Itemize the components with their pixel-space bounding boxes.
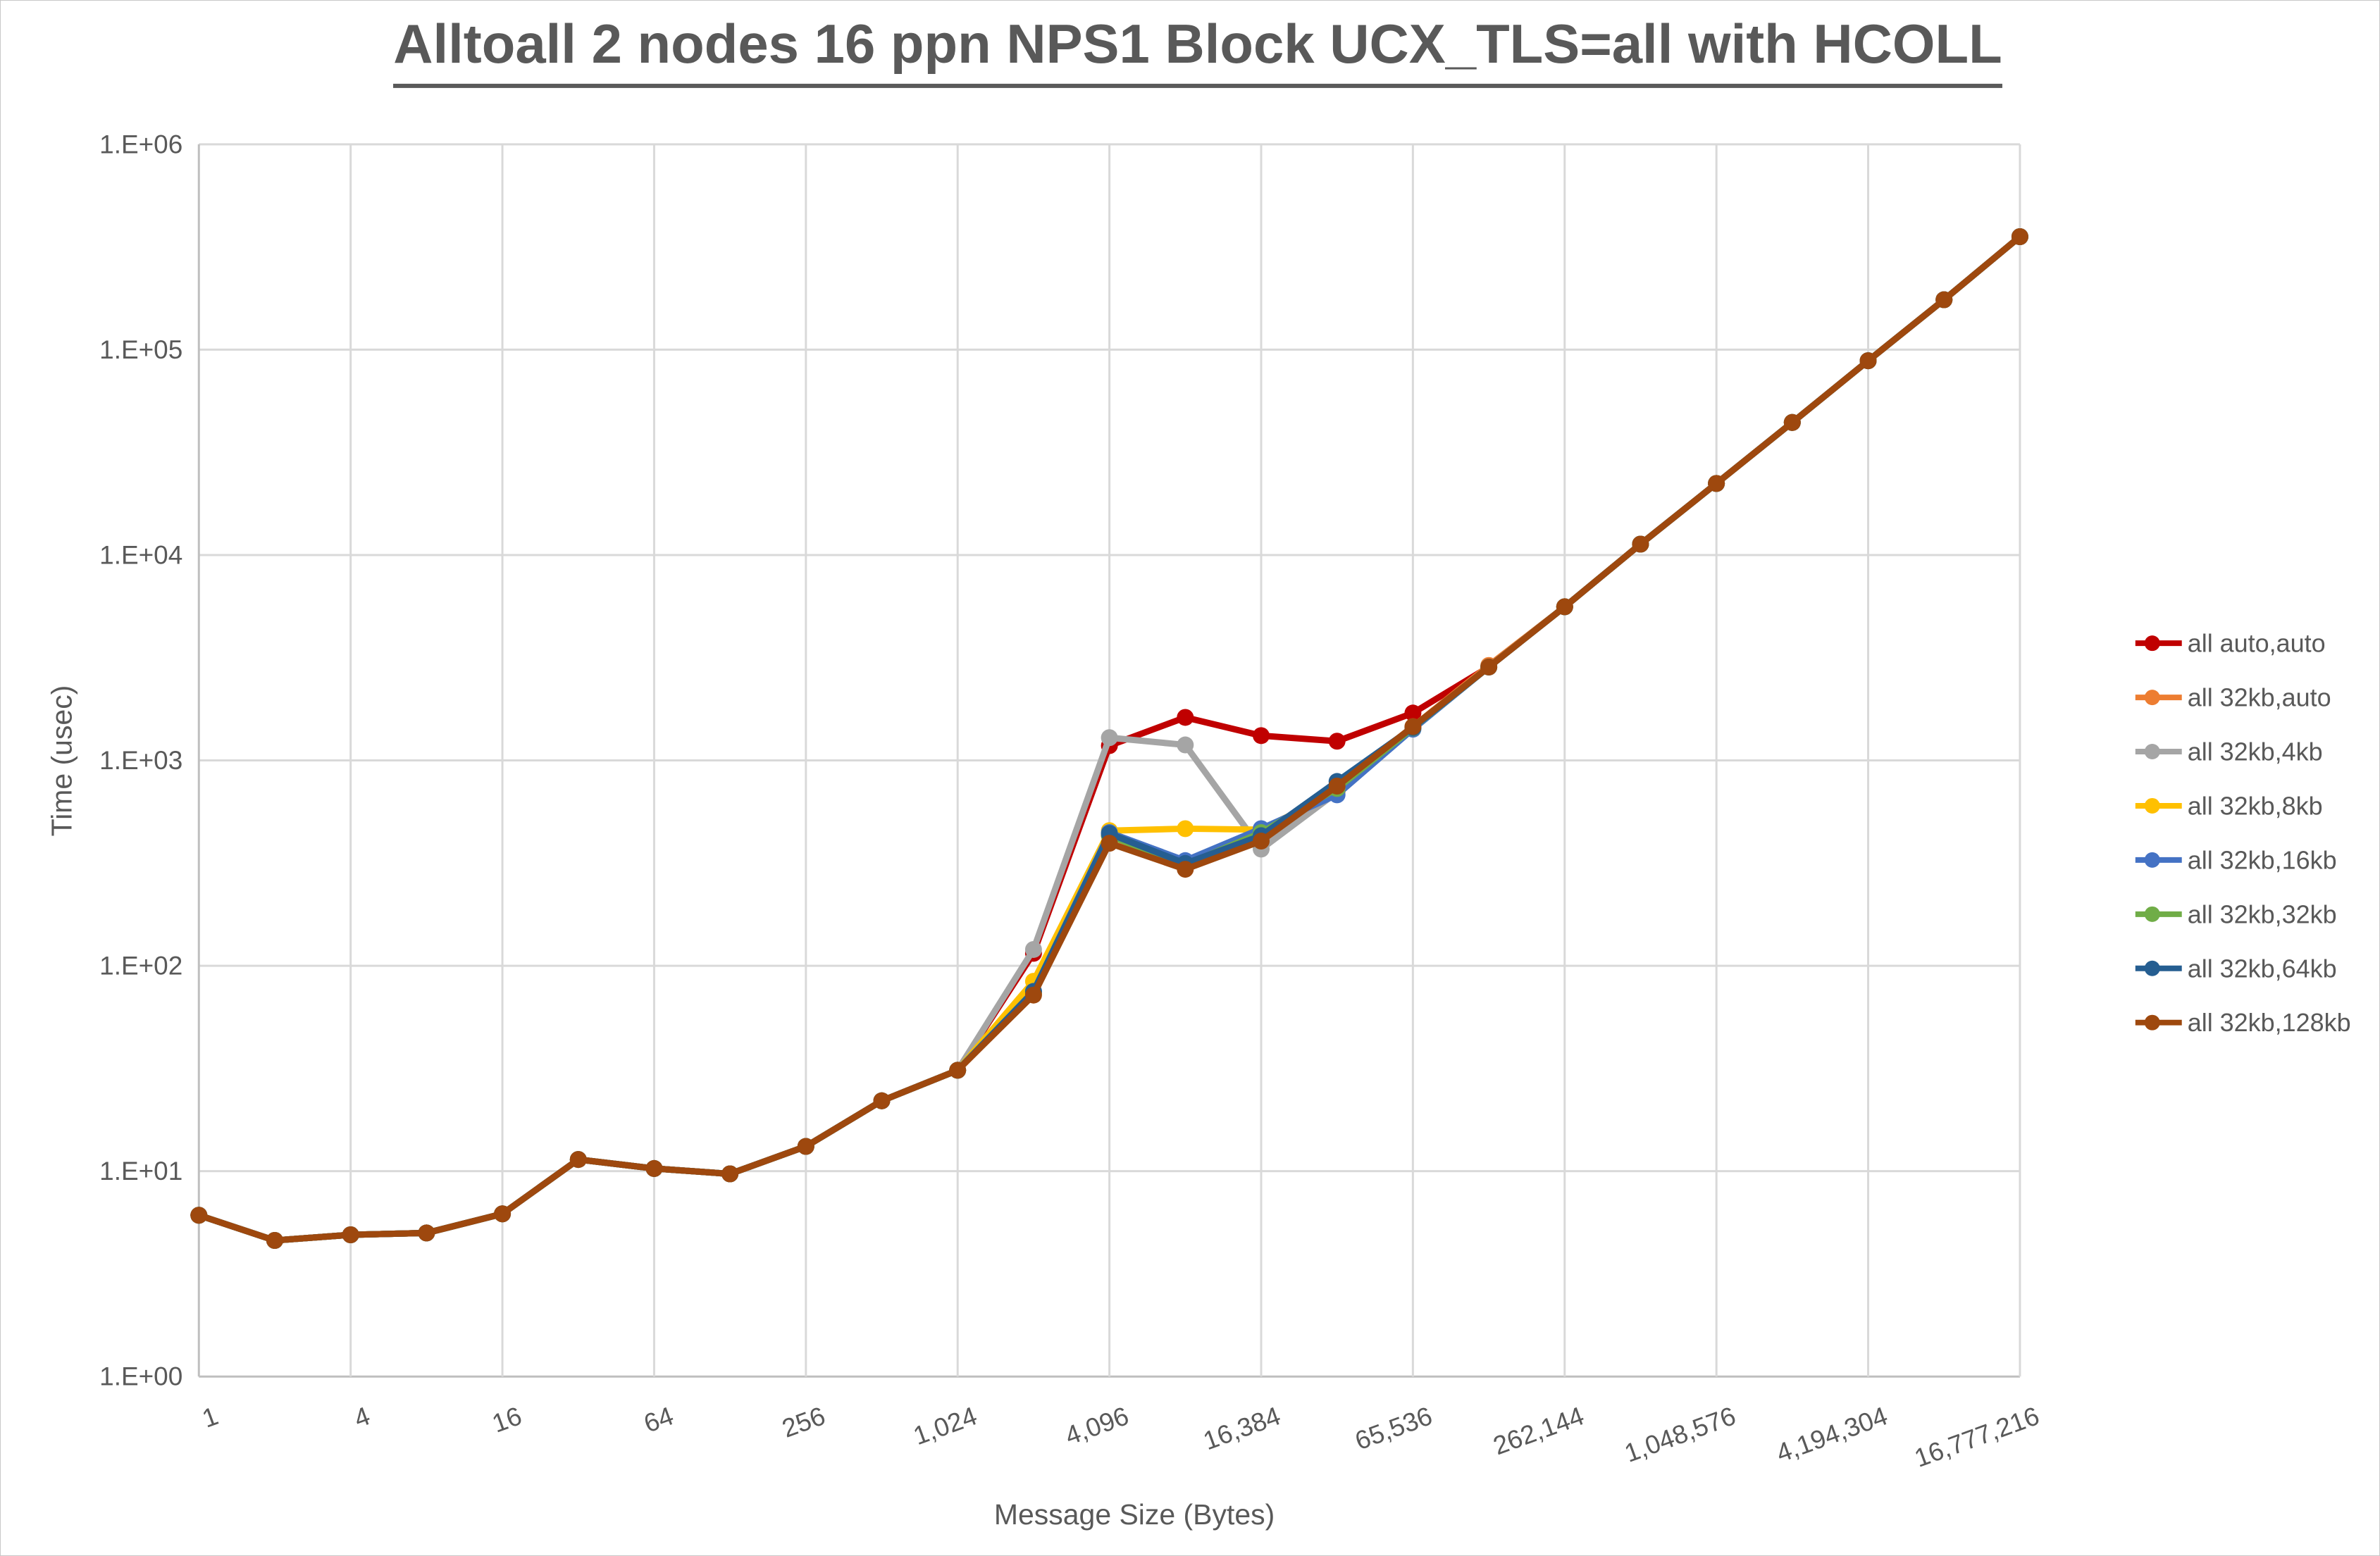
- data-point-all-32kb-128kb: [949, 1062, 967, 1079]
- legend-item-all-32kb-128kb: all 32kb,128kb: [2135, 1008, 2351, 1037]
- data-point-all-32kb-128kb: [569, 1151, 587, 1169]
- x-tick-label: 256: [779, 1401, 829, 1443]
- data-point-all-32kb-128kb: [797, 1138, 814, 1155]
- data-point-all-32kb-128kb: [190, 1207, 208, 1224]
- data-point-all-32kb-128kb: [1708, 475, 1725, 492]
- x-tick-label: 1,024: [910, 1401, 981, 1450]
- x-axis-title: Message Size (Bytes): [994, 1498, 1275, 1531]
- legend-label: all 32kb,16kb: [2188, 845, 2337, 874]
- x-tick-label: 262,144: [1489, 1401, 1588, 1460]
- x-tick-label: 16,777,216: [1911, 1401, 2043, 1473]
- legend-marker-dot: [2144, 635, 2160, 652]
- x-tick-label: 4,194,304: [1773, 1401, 1892, 1468]
- legend-marker-dot: [2144, 690, 2160, 706]
- x-tick-label: 4,096: [1061, 1401, 1132, 1450]
- legend-item-all-32kb-4kb: all 32kb,4kb: [2135, 737, 2323, 766]
- x-tick-label: 65,536: [1351, 1401, 1436, 1455]
- data-point-all-32kb-128kb: [1480, 658, 1498, 676]
- y-tick-label: 1.E+06: [99, 130, 182, 158]
- legend-label: all 32kb,auto: [2188, 683, 2331, 712]
- legend-marker-dot: [2144, 906, 2160, 922]
- legend-item-all-32kb-32kb: all 32kb,32kb: [2135, 900, 2337, 928]
- legend-label: all auto,auto: [2188, 629, 2326, 658]
- legend-label: all 32kb,128kb: [2188, 1008, 2351, 1037]
- legend-item-all-32kb-8kb: all 32kb,8kb: [2135, 791, 2323, 820]
- x-tick-label: 1,048,576: [1620, 1401, 1740, 1468]
- x-tick-label: 16,384: [1199, 1401, 1284, 1455]
- data-point-all-32kb-128kb: [721, 1165, 739, 1183]
- data-point-all-auto-auto: [1253, 727, 1270, 745]
- title-underline: [393, 83, 2002, 88]
- data-point-all-auto-auto: [1404, 704, 1422, 722]
- data-point-all-32kb-128kb: [873, 1092, 891, 1109]
- y-tick-label: 1.E+03: [99, 746, 182, 775]
- data-point-all-32kb-128kb: [266, 1232, 283, 1249]
- y-tick-label: 1.E+04: [99, 540, 182, 569]
- series-group: [190, 228, 2028, 1249]
- data-point-all-32kb-128kb: [1783, 413, 1801, 431]
- data-point-all-32kb-128kb: [1253, 833, 1270, 850]
- x-axis-labels: 1 4 16 64 256 1,024 4,096 16,384 65,536 262,144 1,…: [199, 1401, 2043, 1473]
- legend-item-all-auto-auto: all auto,auto: [2135, 629, 2326, 658]
- data-point-all-auto-auto: [1177, 709, 1194, 726]
- y-axis-labels: 1.E+00 1.E+01 1.E+02 1.E+03 1.E+04 1.E+05 1.E+…: [99, 130, 182, 1390]
- x-tick-label: 1: [199, 1401, 222, 1433]
- x-tick-label: 64: [640, 1401, 677, 1438]
- x-tick-label: 4: [350, 1401, 373, 1433]
- legend-label: all 32kb,64kb: [2188, 954, 2337, 983]
- chart-title: Alltoall 2 nodes 16 ppn NPS1 Block UCX_T…: [393, 13, 2002, 75]
- legend-marker-dot: [2144, 744, 2160, 760]
- data-point-all-32kb-128kb: [1177, 861, 1194, 878]
- data-point-all-auto-auto: [1328, 733, 1346, 750]
- legend-item-all-32kb-64kb: all 32kb,64kb: [2135, 954, 2337, 983]
- data-point-all-32kb-128kb: [2011, 228, 2028, 245]
- data-point-all-32kb-128kb: [342, 1226, 359, 1244]
- data-point-all-32kb-4kb: [1101, 729, 1118, 747]
- legend-label: all 32kb,32kb: [2188, 900, 2337, 928]
- y-tick-label: 1.E+00: [99, 1362, 182, 1391]
- y-axis-title: Time (usec): [45, 685, 78, 837]
- data-point-all-32kb-128kb: [1859, 352, 1877, 370]
- legend-marker-dot: [2144, 797, 2160, 814]
- data-point-all-32kb-8kb: [1177, 820, 1194, 838]
- y-tick-label: 1.E+01: [99, 1157, 182, 1185]
- legend-label: all 32kb,8kb: [2188, 791, 2323, 820]
- data-point-all-32kb-128kb: [1632, 535, 1649, 553]
- legend-marker-dot: [2144, 852, 2160, 868]
- data-point-all-32kb-128kb: [645, 1159, 663, 1177]
- legend-item-all-32kb-16kb: all 32kb,16kb: [2135, 845, 2337, 874]
- legend-item-all-32kb-auto: all 32kb,auto: [2135, 683, 2331, 712]
- y-tick-label: 1.E+02: [99, 952, 182, 981]
- legend-label: all 32kb,4kb: [2188, 737, 2323, 766]
- data-point-all-32kb-128kb: [418, 1224, 435, 1242]
- data-point-all-32kb-128kb: [1328, 778, 1346, 795]
- y-tick-label: 1.E+05: [99, 335, 182, 364]
- data-point-all-32kb-128kb: [1101, 835, 1118, 852]
- legend: all auto,auto all 32kb,auto all 32kb,4kb al…: [2135, 629, 2351, 1037]
- gridlines: [197, 143, 2021, 1378]
- legend-marker-dot: [2144, 960, 2160, 976]
- data-point-all-32kb-128kb: [1935, 291, 1953, 309]
- data-point-all-32kb-4kb: [1024, 940, 1042, 958]
- data-point-all-32kb-128kb: [1404, 718, 1422, 735]
- data-point-all-32kb-128kb: [1556, 598, 1573, 616]
- data-point-all-32kb-128kb: [1024, 986, 1042, 1004]
- legend-marker-dot: [2144, 1014, 2160, 1031]
- data-point-all-32kb-128kb: [494, 1205, 512, 1223]
- x-tick-label: 16: [488, 1401, 526, 1438]
- data-point-all-32kb-4kb: [1177, 736, 1194, 754]
